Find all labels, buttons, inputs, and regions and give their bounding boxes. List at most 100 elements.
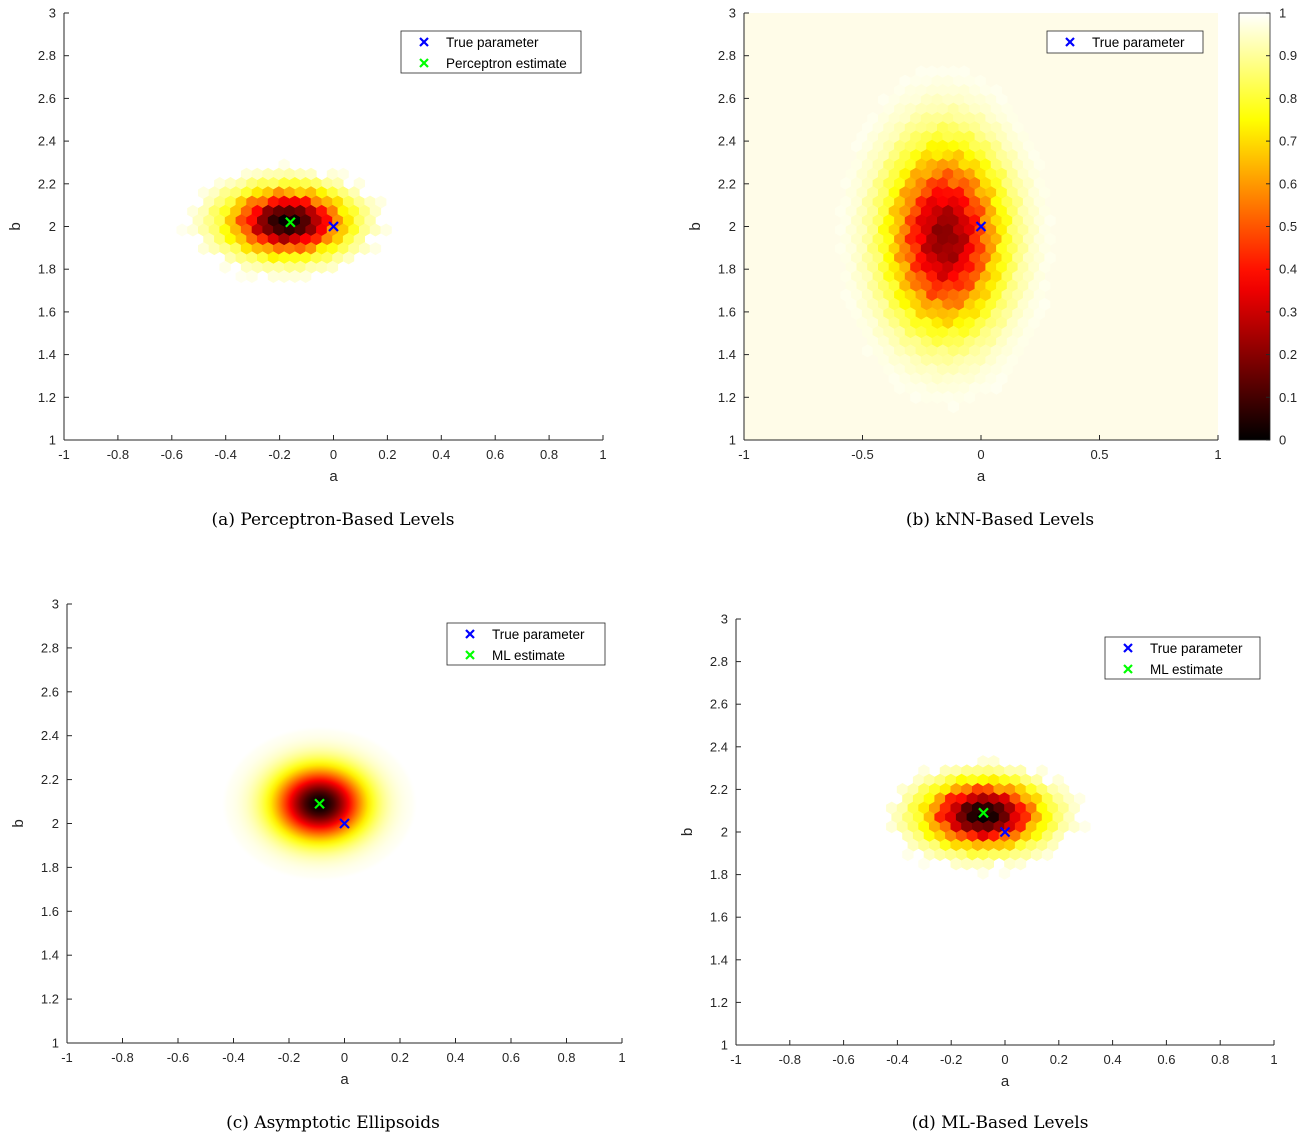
marker-stroke — [328, 221, 339, 232]
hex-bin — [904, 232, 917, 246]
hex-bin — [939, 764, 951, 778]
hex-bin — [1022, 232, 1035, 246]
hex-bin — [321, 195, 333, 209]
x-tick-label: 0 — [341, 1050, 348, 1065]
hex-bin — [1004, 857, 1016, 871]
hex-bin — [273, 223, 285, 237]
hex-bin — [950, 783, 962, 796]
hex-bin — [963, 353, 976, 367]
hex-bin — [861, 325, 874, 339]
hex-bin — [1057, 801, 1070, 815]
hex-bin — [861, 270, 874, 283]
colorbar-tick-label: 0.1 — [1279, 390, 1297, 405]
hex-bin — [926, 214, 938, 228]
hex-bin — [267, 232, 279, 246]
x-tick-label: -0.6 — [161, 447, 183, 462]
hex-bin — [953, 260, 965, 274]
hex-bin — [980, 232, 992, 246]
hex-bin — [929, 801, 941, 815]
hex-bin — [926, 363, 938, 376]
hex-bin — [208, 242, 220, 256]
hex-bin — [1031, 829, 1043, 843]
hex-bin — [332, 195, 344, 209]
hex-bin — [1036, 783, 1048, 796]
hex-bin — [872, 177, 884, 190]
panel-caption: (b) kNN-Based Levels — [906, 510, 1094, 530]
y-tick-label: 1.4 — [718, 347, 736, 362]
hex-bin — [1004, 783, 1016, 796]
hex-bin — [920, 74, 933, 88]
hex-bin — [969, 270, 981, 283]
hex-bin — [985, 186, 997, 200]
y-tick-label: 1.2 — [41, 992, 59, 1007]
hex-bin — [926, 195, 938, 209]
hex-bin — [1039, 204, 1051, 218]
hex-bin — [219, 204, 231, 218]
y-tick-label: 2.6 — [41, 684, 59, 699]
hex-bin — [985, 149, 997, 163]
marker-stroke — [465, 629, 475, 639]
hex-bin — [1039, 242, 1051, 256]
hex-bin — [963, 167, 976, 181]
hex-bin — [1017, 186, 1029, 200]
hex-bin — [939, 838, 951, 852]
hex-bin — [332, 251, 344, 265]
hex-bin — [980, 177, 992, 190]
legend: True parameter ML estimate — [446, 622, 606, 666]
hex-bin — [888, 316, 900, 330]
x-tick-label: 1 — [599, 447, 606, 462]
hex-bin — [856, 279, 868, 293]
hex-bin — [942, 130, 954, 144]
hex-bin — [878, 186, 890, 200]
hex-bin — [878, 335, 890, 349]
hex-bin — [886, 801, 898, 815]
hex-bin — [230, 204, 242, 218]
hex-bin — [963, 204, 976, 218]
hex-bin — [934, 773, 946, 787]
hex-bin — [1022, 158, 1035, 172]
x-axis-label: a — [977, 468, 986, 485]
hex-bin — [1006, 353, 1019, 367]
hex-bin — [996, 316, 1008, 330]
hex-bin — [273, 260, 285, 274]
hex-bin — [953, 353, 965, 367]
hex-bin — [998, 773, 1011, 787]
hex-bin — [910, 372, 922, 386]
marker-stroke — [419, 58, 429, 68]
hex-bin — [289, 177, 301, 190]
hex-bin — [990, 381, 1002, 395]
hex-bin — [974, 130, 986, 144]
hex-bin — [872, 121, 884, 135]
hex-bin — [310, 232, 322, 246]
hex-bin — [910, 242, 922, 256]
hex-bin — [305, 167, 317, 181]
hex-bin — [894, 102, 906, 116]
hex-bin — [289, 270, 301, 283]
hex-bin — [1006, 316, 1019, 330]
hex-bin — [872, 214, 884, 228]
hex-bin — [888, 149, 900, 163]
hex-bin — [985, 353, 997, 367]
hex-bin — [1022, 177, 1035, 190]
hex-bin — [1006, 167, 1019, 181]
hex-bin — [910, 186, 922, 200]
hex-bin — [1025, 783, 1037, 796]
hex-bin — [958, 363, 970, 376]
hex-bin — [348, 242, 360, 256]
hex-bin — [931, 372, 943, 386]
hex-bin — [1006, 204, 1019, 218]
hex-bin — [990, 139, 1002, 153]
x-tick-label: 1 — [1270, 1052, 1277, 1067]
hex-bin — [920, 335, 933, 349]
hex-bin — [251, 223, 263, 237]
hex-bin — [219, 242, 231, 256]
hex-bin — [969, 381, 981, 395]
hex-bin — [937, 195, 949, 209]
hex-bin — [1022, 139, 1035, 153]
hex-bin — [920, 167, 933, 181]
hex-bin — [856, 167, 868, 181]
hex-bin — [267, 214, 279, 228]
hex-bin — [888, 242, 900, 256]
hex-bin — [985, 223, 997, 237]
hex-bin — [996, 353, 1008, 367]
